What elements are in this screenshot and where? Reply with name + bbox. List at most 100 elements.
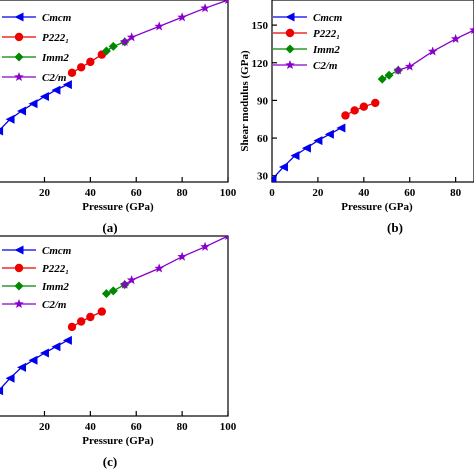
data-point — [272, 174, 277, 182]
legend-label: P222₁ — [313, 28, 340, 40]
data-point — [17, 362, 27, 372]
series-line — [71, 311, 103, 328]
data-point — [126, 32, 137, 42]
data-point — [126, 275, 137, 285]
plot-area — [272, 25, 474, 182]
data-point — [341, 111, 350, 120]
legend-marker — [14, 32, 24, 42]
data-point — [469, 25, 474, 35]
x-axis-label: Pressure (GPa) — [341, 201, 413, 213]
y-tick-label: 90 — [257, 95, 269, 107]
plot-frame — [0, 0, 229, 183]
x-tick-label: 40 — [85, 421, 97, 433]
data-point — [97, 307, 107, 316]
data-point — [359, 102, 369, 111]
legend-label: Cmcm — [42, 245, 72, 257]
legend-label: Cmcm — [313, 12, 343, 24]
data-point — [120, 279, 130, 289]
x-tick-label: 60 — [404, 187, 416, 199]
data-point — [86, 57, 95, 67]
panel-0: 20 40 60 80 100 Pressure (GPa) (a) Cmcm P222₁ Imm… — [0, 0, 237, 235]
x-tick-label: 20 — [39, 421, 51, 433]
legend-marker — [285, 60, 295, 70]
data-point — [177, 12, 187, 22]
legend-marker — [285, 28, 295, 38]
plot-frame — [271, 0, 474, 183]
legend-marker — [285, 44, 295, 54]
legend-label: P222₁ — [42, 263, 69, 275]
legend-label: C2/m — [42, 299, 67, 311]
data-point — [101, 289, 111, 299]
data-point — [450, 33, 461, 43]
data-point — [51, 85, 61, 95]
data-point — [120, 36, 130, 46]
data-point — [5, 114, 15, 124]
data-point — [290, 151, 300, 161]
legend-marker — [14, 245, 24, 255]
panel-label: (c) — [103, 454, 117, 469]
data-point — [313, 136, 323, 146]
legend-marker — [14, 281, 24, 291]
data-point — [350, 106, 359, 115]
data-point — [76, 63, 86, 72]
legend-marker — [14, 72, 24, 82]
data-point — [324, 129, 334, 139]
data-point — [101, 46, 111, 56]
series-line — [124, 236, 228, 286]
plot-area — [0, 0, 228, 136]
data-point — [28, 99, 38, 109]
legend-marker — [14, 263, 24, 273]
data-point — [278, 162, 288, 172]
panel-label: (b) — [387, 220, 403, 235]
data-point — [39, 348, 49, 358]
data-point — [67, 68, 77, 78]
data-point — [384, 70, 394, 80]
data-point — [17, 106, 27, 116]
legend-label: Imm2 — [41, 281, 69, 293]
data-point — [62, 80, 72, 90]
legend: Cmcm P222₁ Imm2 C2/m — [273, 12, 343, 72]
data-point — [404, 61, 415, 71]
legend-label: Imm2 — [41, 52, 69, 64]
data-point — [76, 317, 86, 326]
panel-1: 0 20 40 60 80 30 60 90 120 150 Pressure (GPa) Shear… — [239, 0, 474, 235]
y-tick-label: 120 — [252, 58, 269, 70]
data-point — [225, 236, 228, 241]
data-point — [225, 0, 228, 5]
data-point — [154, 21, 164, 31]
legend-label: P222₁ — [42, 32, 69, 44]
panel-2: 20 40 60 80 100 Pressure (GPa) (c) Cmcm P222₁ Imm… — [0, 235, 237, 469]
x-tick-label: 40 — [358, 187, 370, 199]
x-tick-label: 80 — [177, 187, 189, 199]
legend-marker — [285, 12, 295, 22]
data-point — [177, 251, 187, 261]
data-point — [108, 286, 118, 296]
data-point — [62, 335, 72, 345]
x-tick-label: 80 — [177, 421, 189, 433]
legend: Cmcm P222₁ Imm2 C2/m — [2, 245, 72, 311]
x-axis-label: Pressure (GPa) — [82, 435, 154, 447]
plot-area — [0, 236, 228, 396]
x-tick-label: 100 — [220, 421, 237, 433]
series-line — [345, 102, 376, 117]
data-point — [86, 312, 95, 322]
data-point — [336, 123, 346, 133]
x-tick-label: 60 — [131, 187, 143, 199]
data-point — [67, 322, 77, 332]
legend-label: Imm2 — [312, 44, 340, 56]
y-axis-label: Shear modulus (GPa) — [239, 50, 251, 152]
legend-label: C2/m — [313, 60, 338, 72]
x-tick-label: 100 — [220, 187, 237, 199]
y-tick-label: 60 — [257, 133, 269, 145]
y-tick-label: 150 — [252, 20, 269, 32]
data-point — [200, 241, 210, 251]
panel-label: (a) — [102, 220, 117, 235]
legend-marker — [14, 12, 24, 22]
data-point — [154, 263, 164, 273]
legend: Cmcm P222₁ Imm2 C2/m — [2, 12, 72, 84]
data-point — [5, 373, 15, 383]
series-line — [124, 0, 228, 43]
data-point — [427, 46, 438, 56]
data-point — [0, 386, 4, 396]
